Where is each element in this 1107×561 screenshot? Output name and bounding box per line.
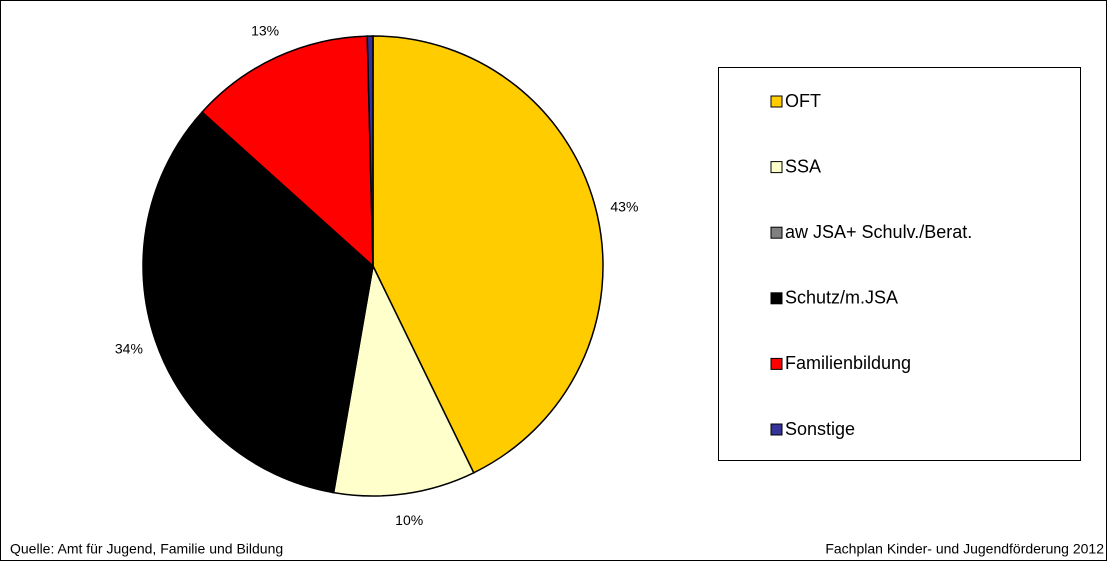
legend-swatch <box>770 95 783 108</box>
legend-label: Familienbildung <box>785 353 911 373</box>
legend-swatch <box>770 292 783 305</box>
legend-label: Sonstige <box>785 419 855 439</box>
data-label: 34% <box>115 340 143 356</box>
legend-label: SSA <box>785 156 821 176</box>
legend-label: Schutz/m.JSA <box>785 288 898 308</box>
data-label: 13% <box>251 22 279 38</box>
pie-slice <box>201 35 374 268</box>
pie-slice <box>366 35 374 267</box>
legend-swatch <box>770 357 783 370</box>
data-label: 10% <box>395 512 423 528</box>
pie-slice <box>332 263 475 497</box>
legend-box <box>718 67 1081 461</box>
legend-label: OFT <box>785 91 821 111</box>
pie-slice <box>372 35 604 474</box>
legend-swatch <box>770 226 783 239</box>
pie-slice <box>142 111 374 494</box>
note: Fachplan Kinder- und Jugendförderung 201… <box>825 541 1104 557</box>
legend-swatch <box>770 161 783 174</box>
legend-label: aw JSA+ Schulv./Berat. <box>785 222 972 242</box>
source: Quelle: Amt für Jugend, Familie und Bild… <box>10 541 283 557</box>
data-label: 43% <box>610 199 638 215</box>
legend-swatch <box>770 423 783 436</box>
